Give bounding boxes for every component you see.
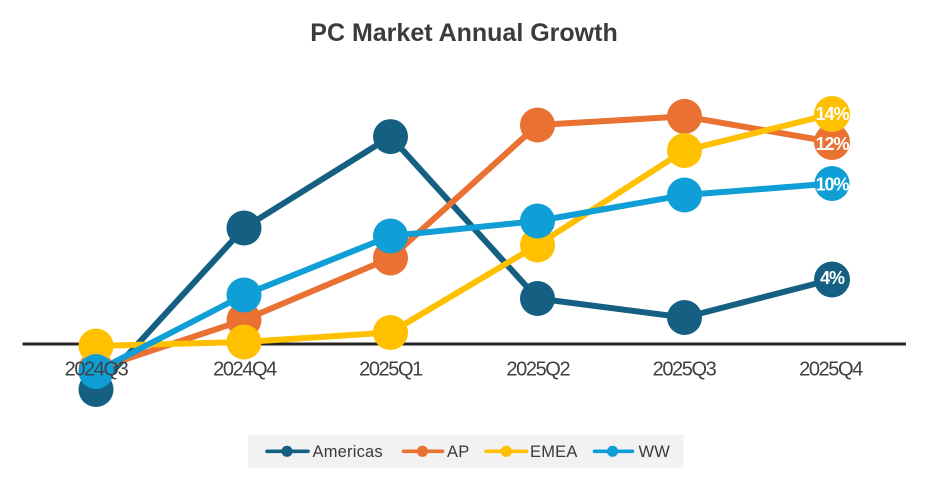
svg-text:4%: 4% (820, 268, 845, 288)
svg-text:10%: 10% (816, 174, 850, 194)
svg-text:2024Q3: 2024Q3 (65, 359, 129, 381)
svg-text:2025Q4: 2025Q4 (799, 359, 863, 381)
svg-text:AP: AP (447, 443, 469, 461)
svg-text:2025Q1: 2025Q1 (359, 359, 423, 381)
svg-text:WW: WW (639, 443, 671, 461)
svg-text:2024Q4: 2024Q4 (213, 359, 277, 381)
svg-text:12%: 12% (816, 134, 850, 154)
svg-text:2025Q3: 2025Q3 (653, 359, 717, 381)
svg-text:PC Market Annual Growth: PC Market Annual Growth (310, 19, 617, 47)
svg-text:Americas: Americas (313, 443, 383, 461)
svg-text:EMEA: EMEA (530, 443, 578, 461)
svg-text:14%: 14% (816, 104, 850, 124)
svg-text:2025Q2: 2025Q2 (506, 359, 570, 381)
